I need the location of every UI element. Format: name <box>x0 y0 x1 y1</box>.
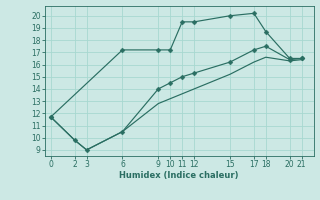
X-axis label: Humidex (Indice chaleur): Humidex (Indice chaleur) <box>119 171 239 180</box>
